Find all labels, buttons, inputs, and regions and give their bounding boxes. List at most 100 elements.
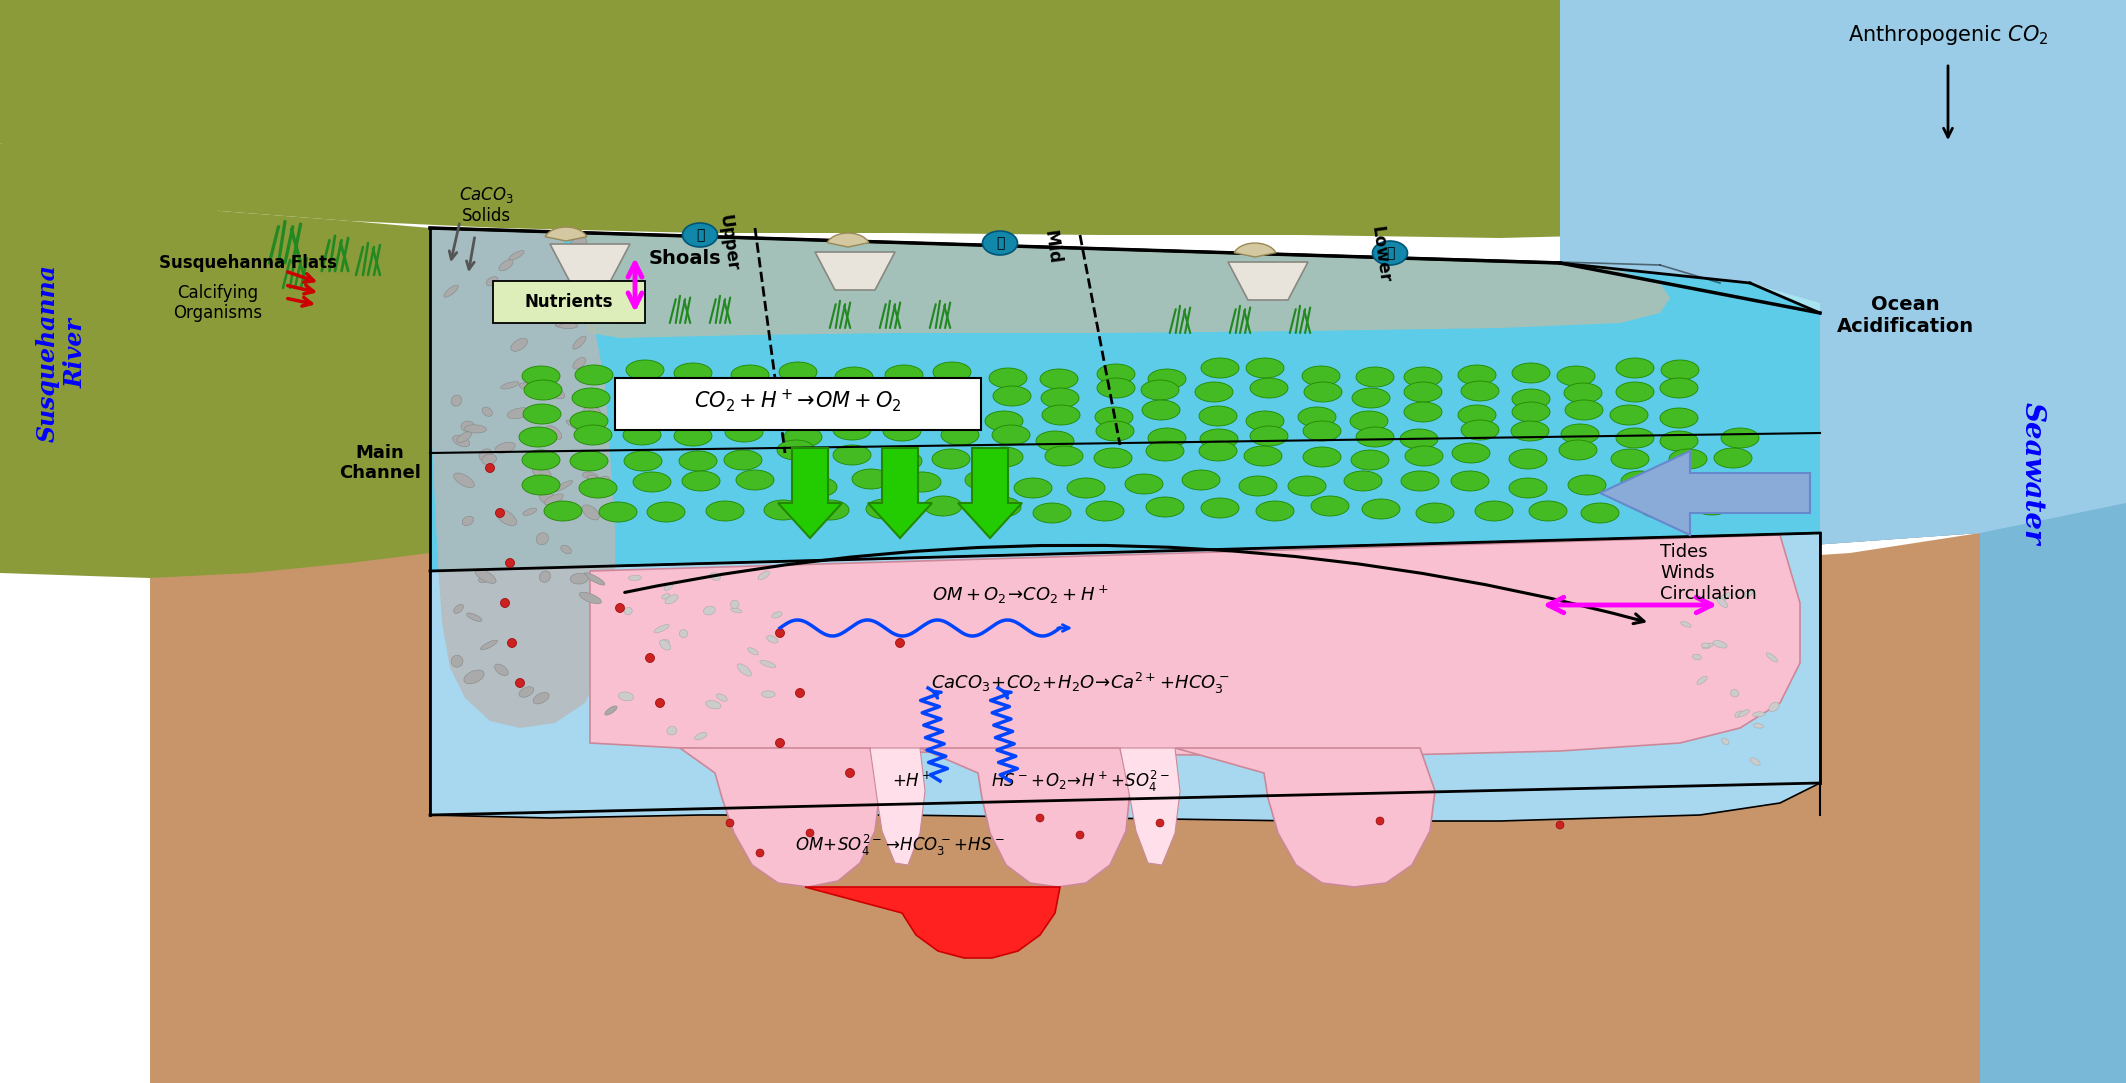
Ellipse shape	[1201, 358, 1239, 378]
Ellipse shape	[555, 323, 578, 328]
Ellipse shape	[1612, 449, 1650, 469]
Ellipse shape	[829, 382, 867, 402]
Ellipse shape	[1673, 477, 1711, 496]
Ellipse shape	[1095, 407, 1133, 427]
Ellipse shape	[1250, 378, 1288, 397]
Ellipse shape	[704, 606, 714, 615]
Text: Susquehanna
River: Susquehanna River	[36, 264, 87, 442]
Ellipse shape	[461, 421, 474, 432]
FancyArrowPatch shape	[625, 545, 1643, 624]
Ellipse shape	[1582, 503, 1620, 523]
Ellipse shape	[506, 559, 514, 567]
Ellipse shape	[583, 505, 600, 520]
Text: Seawater: Seawater	[2018, 402, 2045, 545]
Ellipse shape	[1703, 643, 1714, 649]
Ellipse shape	[759, 661, 776, 667]
Ellipse shape	[668, 727, 676, 735]
Ellipse shape	[1182, 470, 1220, 490]
Ellipse shape	[572, 357, 587, 369]
Ellipse shape	[572, 336, 587, 349]
Ellipse shape	[444, 285, 459, 297]
Ellipse shape	[661, 593, 670, 599]
Ellipse shape	[1256, 501, 1295, 521]
Ellipse shape	[453, 604, 463, 613]
Ellipse shape	[572, 388, 610, 408]
Ellipse shape	[982, 497, 1020, 517]
Ellipse shape	[629, 575, 642, 580]
Ellipse shape	[799, 477, 838, 497]
Ellipse shape	[561, 545, 572, 553]
Ellipse shape	[1246, 358, 1284, 378]
Ellipse shape	[810, 500, 848, 520]
Ellipse shape	[882, 421, 921, 441]
Polygon shape	[429, 229, 1820, 571]
Ellipse shape	[634, 472, 672, 492]
Ellipse shape	[1350, 451, 1388, 470]
Polygon shape	[1233, 243, 1276, 257]
Ellipse shape	[578, 592, 602, 603]
Ellipse shape	[1509, 449, 1548, 469]
Ellipse shape	[1752, 712, 1765, 717]
Ellipse shape	[495, 509, 504, 518]
Ellipse shape	[1239, 477, 1278, 496]
Polygon shape	[429, 229, 1820, 453]
Ellipse shape	[532, 467, 551, 479]
Ellipse shape	[1067, 478, 1106, 498]
Ellipse shape	[1512, 421, 1550, 441]
Ellipse shape	[993, 425, 1029, 445]
Ellipse shape	[1142, 400, 1180, 420]
Ellipse shape	[725, 422, 763, 442]
Ellipse shape	[1616, 382, 1654, 402]
Ellipse shape	[1040, 369, 1078, 389]
Ellipse shape	[984, 447, 1023, 467]
Ellipse shape	[523, 404, 561, 425]
Text: Main
Channel: Main Channel	[338, 444, 421, 482]
Ellipse shape	[1475, 501, 1514, 521]
Ellipse shape	[478, 575, 491, 583]
Ellipse shape	[725, 819, 733, 827]
Text: Lower: Lower	[1367, 225, 1393, 285]
Ellipse shape	[1288, 477, 1327, 496]
Ellipse shape	[485, 464, 495, 472]
Ellipse shape	[663, 583, 674, 590]
Text: 🦀: 🦀	[1386, 246, 1395, 260]
Polygon shape	[827, 233, 870, 247]
Ellipse shape	[553, 481, 572, 492]
Ellipse shape	[706, 701, 721, 709]
Ellipse shape	[1363, 499, 1401, 519]
Text: $+H^+$: $+H^+$	[891, 771, 931, 791]
Ellipse shape	[585, 573, 606, 585]
Ellipse shape	[895, 639, 904, 648]
Ellipse shape	[1750, 758, 1760, 766]
Ellipse shape	[1125, 474, 1163, 494]
Ellipse shape	[1512, 389, 1550, 409]
Ellipse shape	[523, 451, 559, 470]
Ellipse shape	[500, 260, 512, 271]
Ellipse shape	[536, 533, 549, 545]
Ellipse shape	[1303, 382, 1342, 402]
Ellipse shape	[795, 689, 804, 697]
Ellipse shape	[1452, 471, 1488, 491]
Ellipse shape	[1509, 478, 1548, 498]
Ellipse shape	[583, 472, 600, 480]
Ellipse shape	[625, 451, 661, 471]
Ellipse shape	[466, 425, 487, 433]
Ellipse shape	[500, 599, 510, 608]
Ellipse shape	[982, 231, 1018, 255]
Ellipse shape	[1097, 378, 1135, 397]
Ellipse shape	[514, 679, 525, 688]
Ellipse shape	[1146, 441, 1184, 461]
Ellipse shape	[1620, 471, 1658, 491]
Text: Shoals: Shoals	[648, 248, 721, 268]
Ellipse shape	[853, 469, 891, 490]
Ellipse shape	[1042, 388, 1080, 408]
Text: Nutrients: Nutrients	[525, 293, 612, 311]
Ellipse shape	[519, 687, 534, 697]
Ellipse shape	[1303, 421, 1342, 441]
Ellipse shape	[587, 474, 600, 482]
Ellipse shape	[1035, 814, 1044, 822]
Ellipse shape	[865, 499, 904, 519]
Polygon shape	[1176, 748, 1435, 887]
Ellipse shape	[1512, 363, 1550, 383]
Ellipse shape	[619, 692, 634, 701]
